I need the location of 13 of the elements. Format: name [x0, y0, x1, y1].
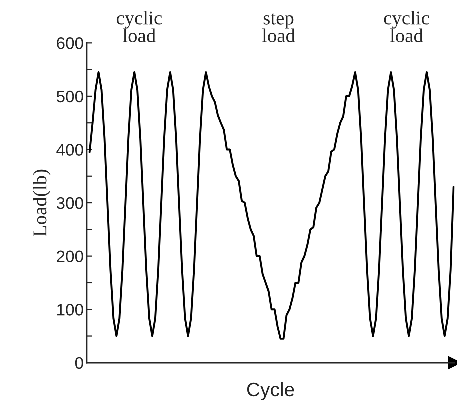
- x-axis-title: Cycle: [247, 382, 294, 400]
- text: cyclic load: [116, 11, 162, 42]
- text: cyclic load: [384, 11, 430, 42]
- y-axis-title: Load(lb): [33, 170, 51, 236]
- y-tick-label: 100: [58, 304, 84, 316]
- y-tick-label: 200: [57, 250, 84, 263]
- y-tick-label: 400: [56, 144, 84, 156]
- text: step load: [262, 14, 296, 42]
- y-tick-label: 300: [56, 197, 84, 210]
- y-tick-label: 600: [57, 38, 84, 50]
- line-series: [88, 71, 455, 340]
- y-tick-label: 0: [75, 357, 84, 370]
- y-tick-label: 500: [56, 90, 84, 103]
